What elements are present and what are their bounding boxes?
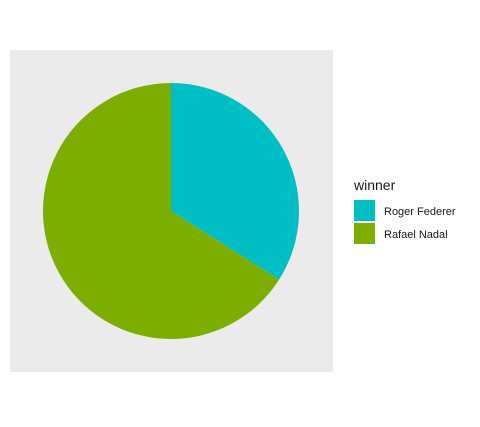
pie-slice-roger-federer [171,83,299,280]
legend-label-roger-federer: Roger Federer [384,206,456,218]
legend-label-rafael-nadal: Rafael Nadal [384,229,448,241]
legend-items: Roger Federer Rafael Nadal [354,200,456,244]
legend-key-roger-federer [354,200,375,221]
legend-title: winner [353,177,396,193]
pie-slices [42,83,299,339]
pie-slice-rafael-nadal [42,83,280,339]
legend: winner Roger Federer Rafael Nadal [353,177,456,244]
legend-key-rafael-nadal [354,223,375,244]
